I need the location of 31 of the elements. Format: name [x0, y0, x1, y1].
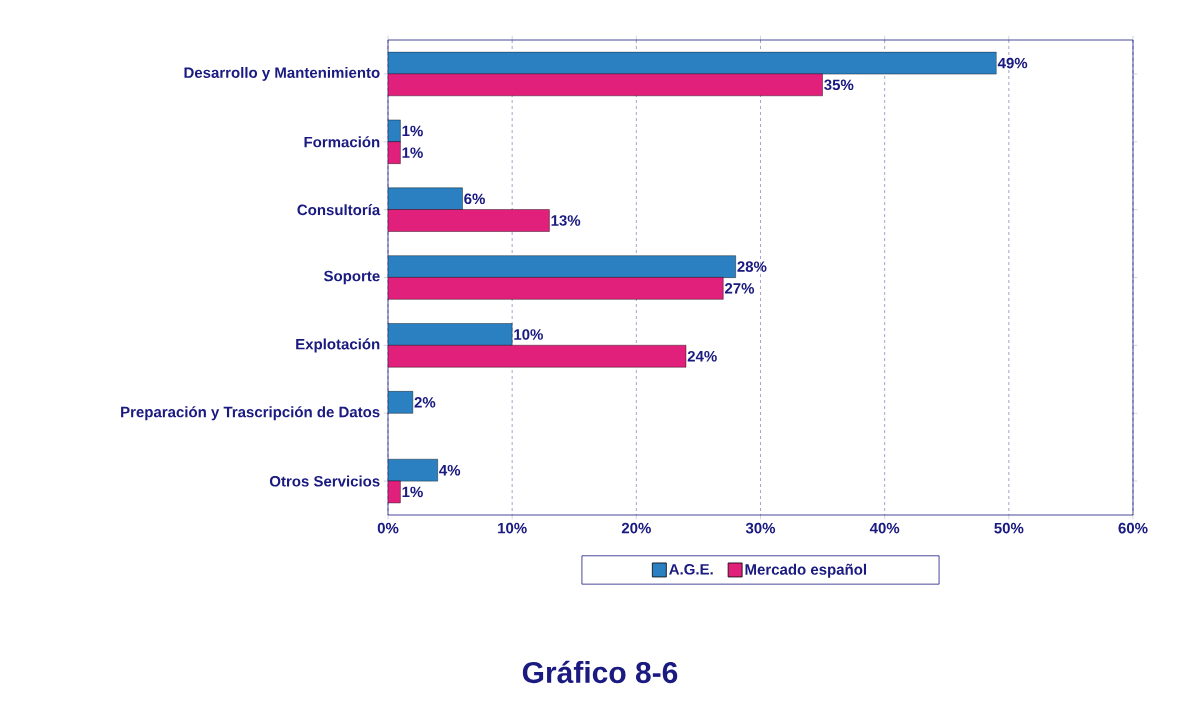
bar — [388, 391, 414, 414]
y-tick-label: Explotación — [296, 338, 380, 353]
data-label: 27% — [724, 283, 755, 294]
text: Gráfico 8-6 — [522, 660, 678, 684]
legend-label: A.G.E. — [669, 563, 713, 575]
data-label: 10% — [514, 329, 543, 340]
x-tick-label: 20% — [621, 522, 651, 534]
data-label: 4% — [439, 464, 461, 476]
data-label: 13% — [551, 215, 581, 226]
y-tick-label: Soporte — [323, 270, 380, 285]
x-tick-label: 30% — [745, 522, 776, 534]
x-tick-label: 0% — [377, 522, 399, 534]
x-tick-label: 60% — [1118, 522, 1148, 534]
data-label: 49% — [997, 57, 1028, 69]
legend-label: Mercado español — [745, 563, 866, 578]
data-label: 6% — [464, 193, 485, 205]
data-label: 1% — [402, 147, 423, 158]
x-tick-label: 10% — [498, 522, 527, 534]
data-label: 35% — [824, 79, 854, 91]
y-tick-label: Consultoría — [297, 204, 381, 216]
y-tick-label: Desarrollo y Mantenimiento — [184, 66, 380, 81]
data-label: 1% — [402, 125, 423, 137]
y-tick-label: Preparación y Trascripción de Datos — [121, 406, 380, 421]
x-tick-label: 40% — [869, 522, 900, 534]
data-label: 24% — [687, 350, 717, 362]
data-label: 2% — [414, 397, 436, 408]
y-tick-label: Formación — [304, 136, 380, 148]
y-tick-label: Otros Servicios — [269, 475, 380, 487]
data-label: 28% — [737, 261, 767, 272]
x-tick-label: 50% — [994, 522, 1024, 534]
data-label: 1% — [402, 486, 423, 498]
